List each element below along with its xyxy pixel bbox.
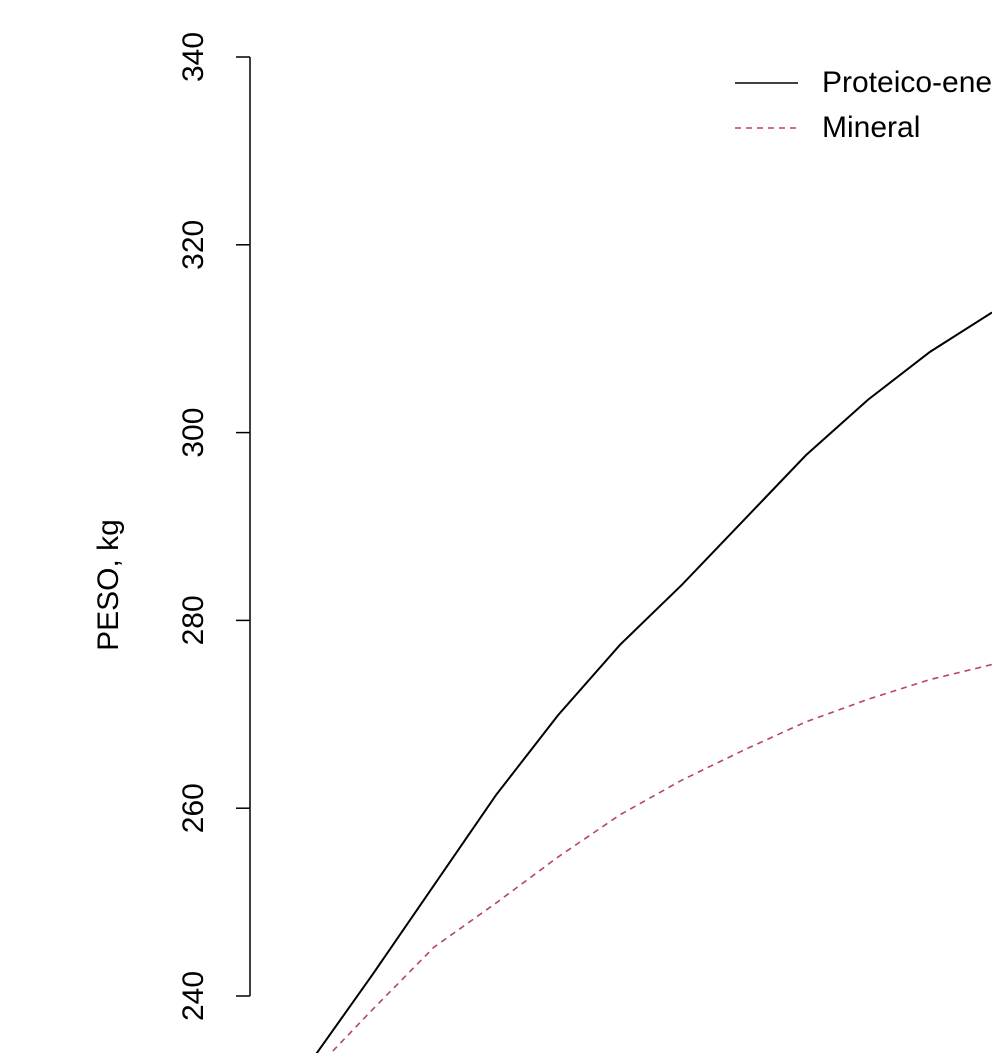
data-line	[315, 311, 992, 1053]
y-tick-label: 240	[177, 971, 210, 1021]
legend-label: Proteico-ene	[822, 66, 992, 99]
y-tick-label: 300	[177, 408, 210, 458]
y-tick-label: 280	[177, 595, 210, 645]
data-line	[329, 663, 992, 1053]
y-tick-label: 320	[177, 220, 210, 270]
legend-label: Mineral	[822, 111, 920, 144]
y-axis-label: PESO, kg	[92, 519, 125, 651]
y-tick-label: 340	[177, 32, 210, 82]
y-tick-label: 260	[177, 783, 210, 833]
